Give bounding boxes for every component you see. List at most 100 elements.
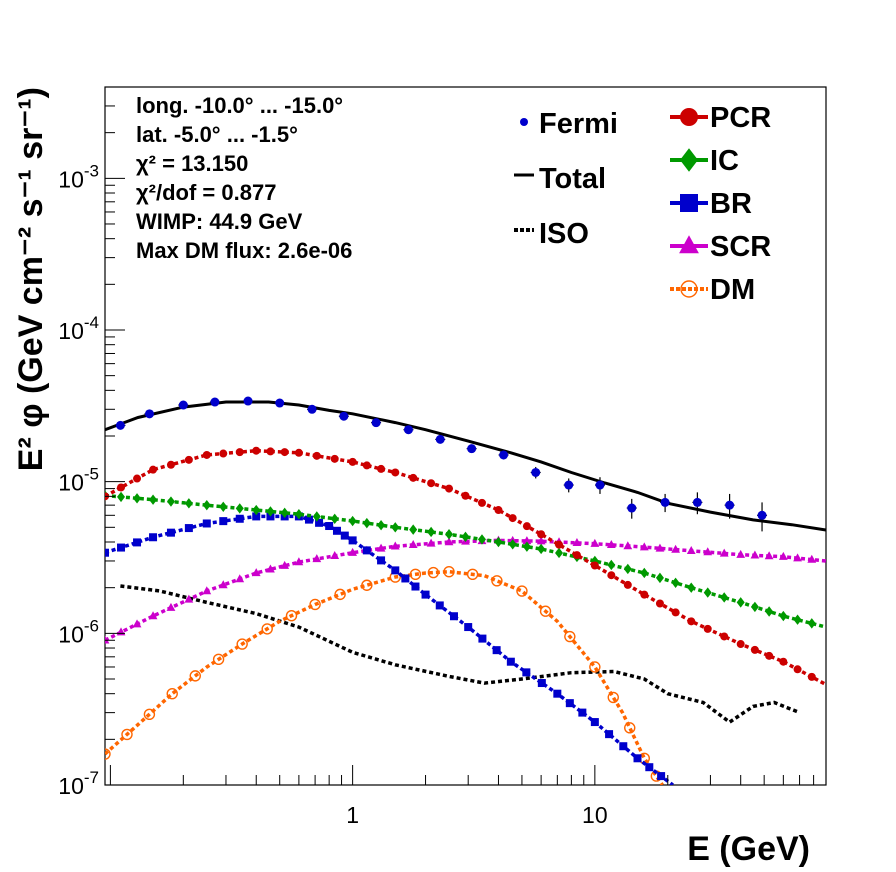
- series-br: [105, 512, 674, 785]
- point-scr: [719, 548, 729, 557]
- info-line: Max DM flux: 2.6e-06: [136, 238, 352, 263]
- point-scr: [639, 542, 649, 551]
- line-pcr: [105, 448, 826, 687]
- point-br: [449, 612, 458, 621]
- legend-marker-dm: [680, 280, 698, 298]
- point-ic: [537, 543, 546, 555]
- point-fermi: [371, 418, 381, 428]
- point-br: [492, 646, 501, 655]
- y-tick-label: 10-4: [58, 313, 99, 344]
- legend-entry-br: BR: [670, 188, 752, 220]
- point-fermi: [564, 480, 574, 490]
- point-br: [522, 668, 531, 677]
- point-pcr: [409, 473, 418, 482]
- point-br: [645, 763, 654, 772]
- point-fermi: [531, 467, 541, 477]
- point-pcr: [184, 455, 193, 464]
- point-fermi: [243, 396, 253, 406]
- point-pcr: [640, 590, 649, 599]
- legend-entry-pcr: PCR: [670, 102, 771, 134]
- legend-label: Total: [539, 163, 606, 195]
- point-pcr: [149, 465, 158, 474]
- legend-entry-ic: IC: [670, 145, 739, 177]
- point-br: [633, 754, 642, 763]
- point-fermi: [692, 497, 702, 507]
- point-ic: [522, 541, 531, 552]
- line-total: [105, 400, 826, 532]
- y-axis-ticks: 10-7 10-6 10-5 10-4 10-3: [58, 86, 125, 799]
- point-pcr: [494, 506, 503, 515]
- point-dm: [309, 598, 321, 611]
- point-br: [184, 524, 193, 533]
- point-ic: [623, 563, 632, 575]
- info-line: lat. -5.0° ... -1.5°: [136, 122, 298, 147]
- series-scr: [105, 535, 826, 644]
- point-pcr: [607, 571, 616, 580]
- legend-entry-scr: SCR: [670, 231, 771, 263]
- point-br: [565, 699, 574, 708]
- point-ic: [252, 504, 261, 516]
- fit-info-box: long. -10.0° ... -15.0° lat. -5.0° ... -1…: [136, 93, 352, 263]
- point-fermi: [757, 510, 767, 520]
- point-br: [315, 518, 324, 527]
- point-pcr: [623, 580, 632, 589]
- point-pcr: [508, 514, 517, 523]
- line-dm: [105, 569, 664, 785]
- point-pcr: [280, 448, 289, 457]
- point-pcr: [655, 599, 664, 608]
- point-scr: [522, 536, 532, 545]
- point-scr: [348, 547, 358, 556]
- point-scr: [280, 560, 290, 569]
- point-scr: [390, 541, 400, 550]
- y-tick-label: 10-7: [58, 768, 99, 799]
- point-fermi: [178, 400, 188, 410]
- point-scr: [132, 619, 142, 628]
- point-br: [421, 590, 430, 599]
- legend-label: Fermi: [539, 108, 618, 140]
- legend-label: BR: [710, 188, 752, 220]
- point-fermi: [499, 450, 509, 460]
- point-scr: [166, 602, 176, 611]
- info-line: χ² = 13.150: [136, 151, 248, 176]
- point-ic: [508, 539, 517, 550]
- point-dm: [121, 728, 133, 741]
- point-br: [166, 528, 175, 537]
- point-pcr: [720, 632, 729, 641]
- point-dm: [285, 609, 298, 622]
- legend-label: IC: [710, 145, 739, 177]
- legend-label: DM: [710, 274, 755, 306]
- point-ic: [166, 496, 175, 507]
- point-scr: [572, 538, 582, 547]
- point-pcr: [235, 448, 244, 457]
- series-total: [105, 400, 826, 532]
- point-dm: [236, 638, 248, 650]
- point-br: [619, 742, 628, 751]
- point-ic: [409, 524, 418, 535]
- point-br: [252, 512, 261, 521]
- point-scr: [807, 554, 817, 563]
- point-pcr: [266, 447, 275, 456]
- point-pcr: [362, 461, 371, 470]
- point-pcr: [312, 451, 321, 460]
- point-br: [435, 601, 444, 610]
- point-pcr: [219, 449, 228, 458]
- point-fermi: [627, 503, 637, 513]
- line-scr: [105, 538, 826, 642]
- point-scr: [330, 551, 340, 560]
- point-fermi: [403, 425, 413, 435]
- point-scr: [105, 635, 110, 644]
- legend-marker-br: [680, 194, 698, 212]
- x-axis-ticks: 1 10: [109, 765, 827, 828]
- point-ic: [294, 509, 303, 520]
- point-scr: [606, 540, 616, 549]
- point-ic: [461, 531, 470, 543]
- legend-entry-dm: DM: [670, 274, 755, 306]
- line-ic: [105, 493, 826, 629]
- y-tick-label: 10-6: [58, 616, 99, 647]
- point-scr: [426, 538, 436, 547]
- point-ic: [133, 493, 142, 504]
- point-br: [304, 515, 313, 524]
- point-scr: [703, 547, 713, 556]
- point-br: [401, 574, 410, 583]
- info-line: WIMP: 44.9 GeV: [136, 209, 303, 234]
